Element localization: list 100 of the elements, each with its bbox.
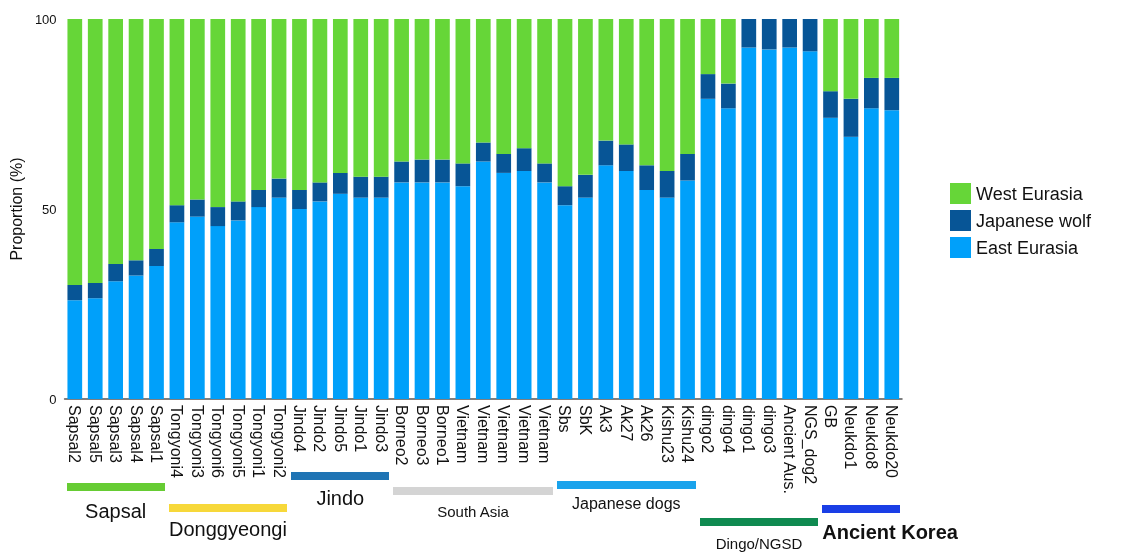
bar <box>537 163 552 183</box>
bar <box>353 19 369 177</box>
bar <box>251 207 266 399</box>
x-tick-label: Jindo5 <box>331 405 349 453</box>
bar <box>230 19 246 202</box>
bar <box>578 19 593 175</box>
bar <box>843 98 859 137</box>
x-tick-label: Jindo1 <box>352 405 370 453</box>
bar <box>373 197 389 399</box>
bar <box>108 281 123 399</box>
bar <box>537 182 552 399</box>
x-tick-label: Sapsal1 <box>148 405 165 463</box>
x-tick-label: Ak3 <box>597 405 615 433</box>
text: Sapsal <box>85 500 147 523</box>
bar <box>230 201 246 221</box>
bar <box>884 110 900 399</box>
bar <box>802 19 818 52</box>
x-tick-label: Vietnam <box>515 405 533 464</box>
x-tick-label: Kishu23 <box>658 405 676 463</box>
bar <box>67 300 83 399</box>
bar <box>455 163 471 187</box>
bar <box>455 19 471 164</box>
bar <box>394 182 409 399</box>
bar <box>700 19 716 75</box>
x-tick-label: Tongyoni3 <box>188 405 206 479</box>
x-tick-label: Ak27 <box>617 405 635 442</box>
x-tick-label: Sapsal2 <box>66 405 84 463</box>
x-tick-label: Neukdo8 <box>862 405 880 470</box>
bar <box>721 19 736 84</box>
bar <box>578 197 593 399</box>
bar <box>67 19 83 285</box>
bar <box>435 19 450 160</box>
bar <box>251 19 266 190</box>
x-tick-label: Tongyoni1 <box>250 405 268 479</box>
bar <box>373 19 389 177</box>
x-tick-label: NGS_dog2 <box>800 405 819 485</box>
bar <box>271 19 287 179</box>
x-tick-label: Ak26 <box>638 405 656 442</box>
bar <box>496 153 512 173</box>
bar <box>823 91 838 118</box>
x-tick-label: dingo4 <box>719 405 737 454</box>
bar <box>414 159 430 183</box>
bar <box>618 144 634 171</box>
bar <box>884 19 900 78</box>
bar <box>516 148 532 171</box>
bar <box>414 182 430 399</box>
bar <box>475 19 491 143</box>
bar <box>312 182 328 202</box>
bar <box>292 19 307 190</box>
bar <box>455 186 471 399</box>
bar <box>210 226 226 399</box>
x-tick-label: GB <box>822 405 840 429</box>
y-tick-label: 0 <box>49 391 57 407</box>
legend-label: West Eurasia <box>976 183 1084 204</box>
x-tick-label: Sapsal5 <box>86 405 104 463</box>
bar <box>496 172 512 399</box>
bar <box>394 161 409 183</box>
x-tick-label: Kishu24 <box>679 405 697 463</box>
x-tick-label: Sapsal4 <box>127 405 145 463</box>
bar <box>639 19 655 166</box>
bar <box>741 19 757 48</box>
bar <box>475 161 491 399</box>
bar <box>353 176 369 198</box>
x-tick-label: Jindo2 <box>311 405 329 453</box>
bar <box>618 19 634 145</box>
y-axis-title: Proportion (%) <box>7 157 25 261</box>
bar <box>516 19 532 149</box>
bar <box>721 108 736 399</box>
bar <box>87 19 103 284</box>
bar <box>659 171 675 198</box>
bar <box>843 19 859 99</box>
bar <box>598 140 614 166</box>
bar <box>475 142 491 162</box>
text: Ancient Korea <box>822 521 958 544</box>
x-tick-label: Ancient Aus. <box>781 405 799 494</box>
bar <box>128 260 144 276</box>
bar <box>557 19 573 187</box>
bar <box>823 19 838 92</box>
bar <box>271 178 287 198</box>
bar <box>332 19 348 173</box>
legend-label: Japanese wolf <box>976 210 1093 231</box>
bar <box>128 275 144 399</box>
bar <box>761 49 777 399</box>
x-tick-label: dingo1 <box>740 405 758 454</box>
bar <box>864 108 879 399</box>
bar <box>210 207 226 227</box>
bar <box>721 83 736 109</box>
bar <box>353 197 369 399</box>
bar <box>292 190 307 209</box>
bar <box>435 159 450 183</box>
bar <box>190 216 205 399</box>
x-tick-label: Jindo4 <box>290 405 308 453</box>
x-tick-label: Borneo1 <box>433 405 451 466</box>
bar <box>884 77 900 111</box>
bar <box>149 266 164 399</box>
bar <box>292 209 307 399</box>
bar <box>312 201 328 399</box>
bar <box>700 98 716 399</box>
bar <box>537 19 552 164</box>
bar <box>230 220 246 399</box>
